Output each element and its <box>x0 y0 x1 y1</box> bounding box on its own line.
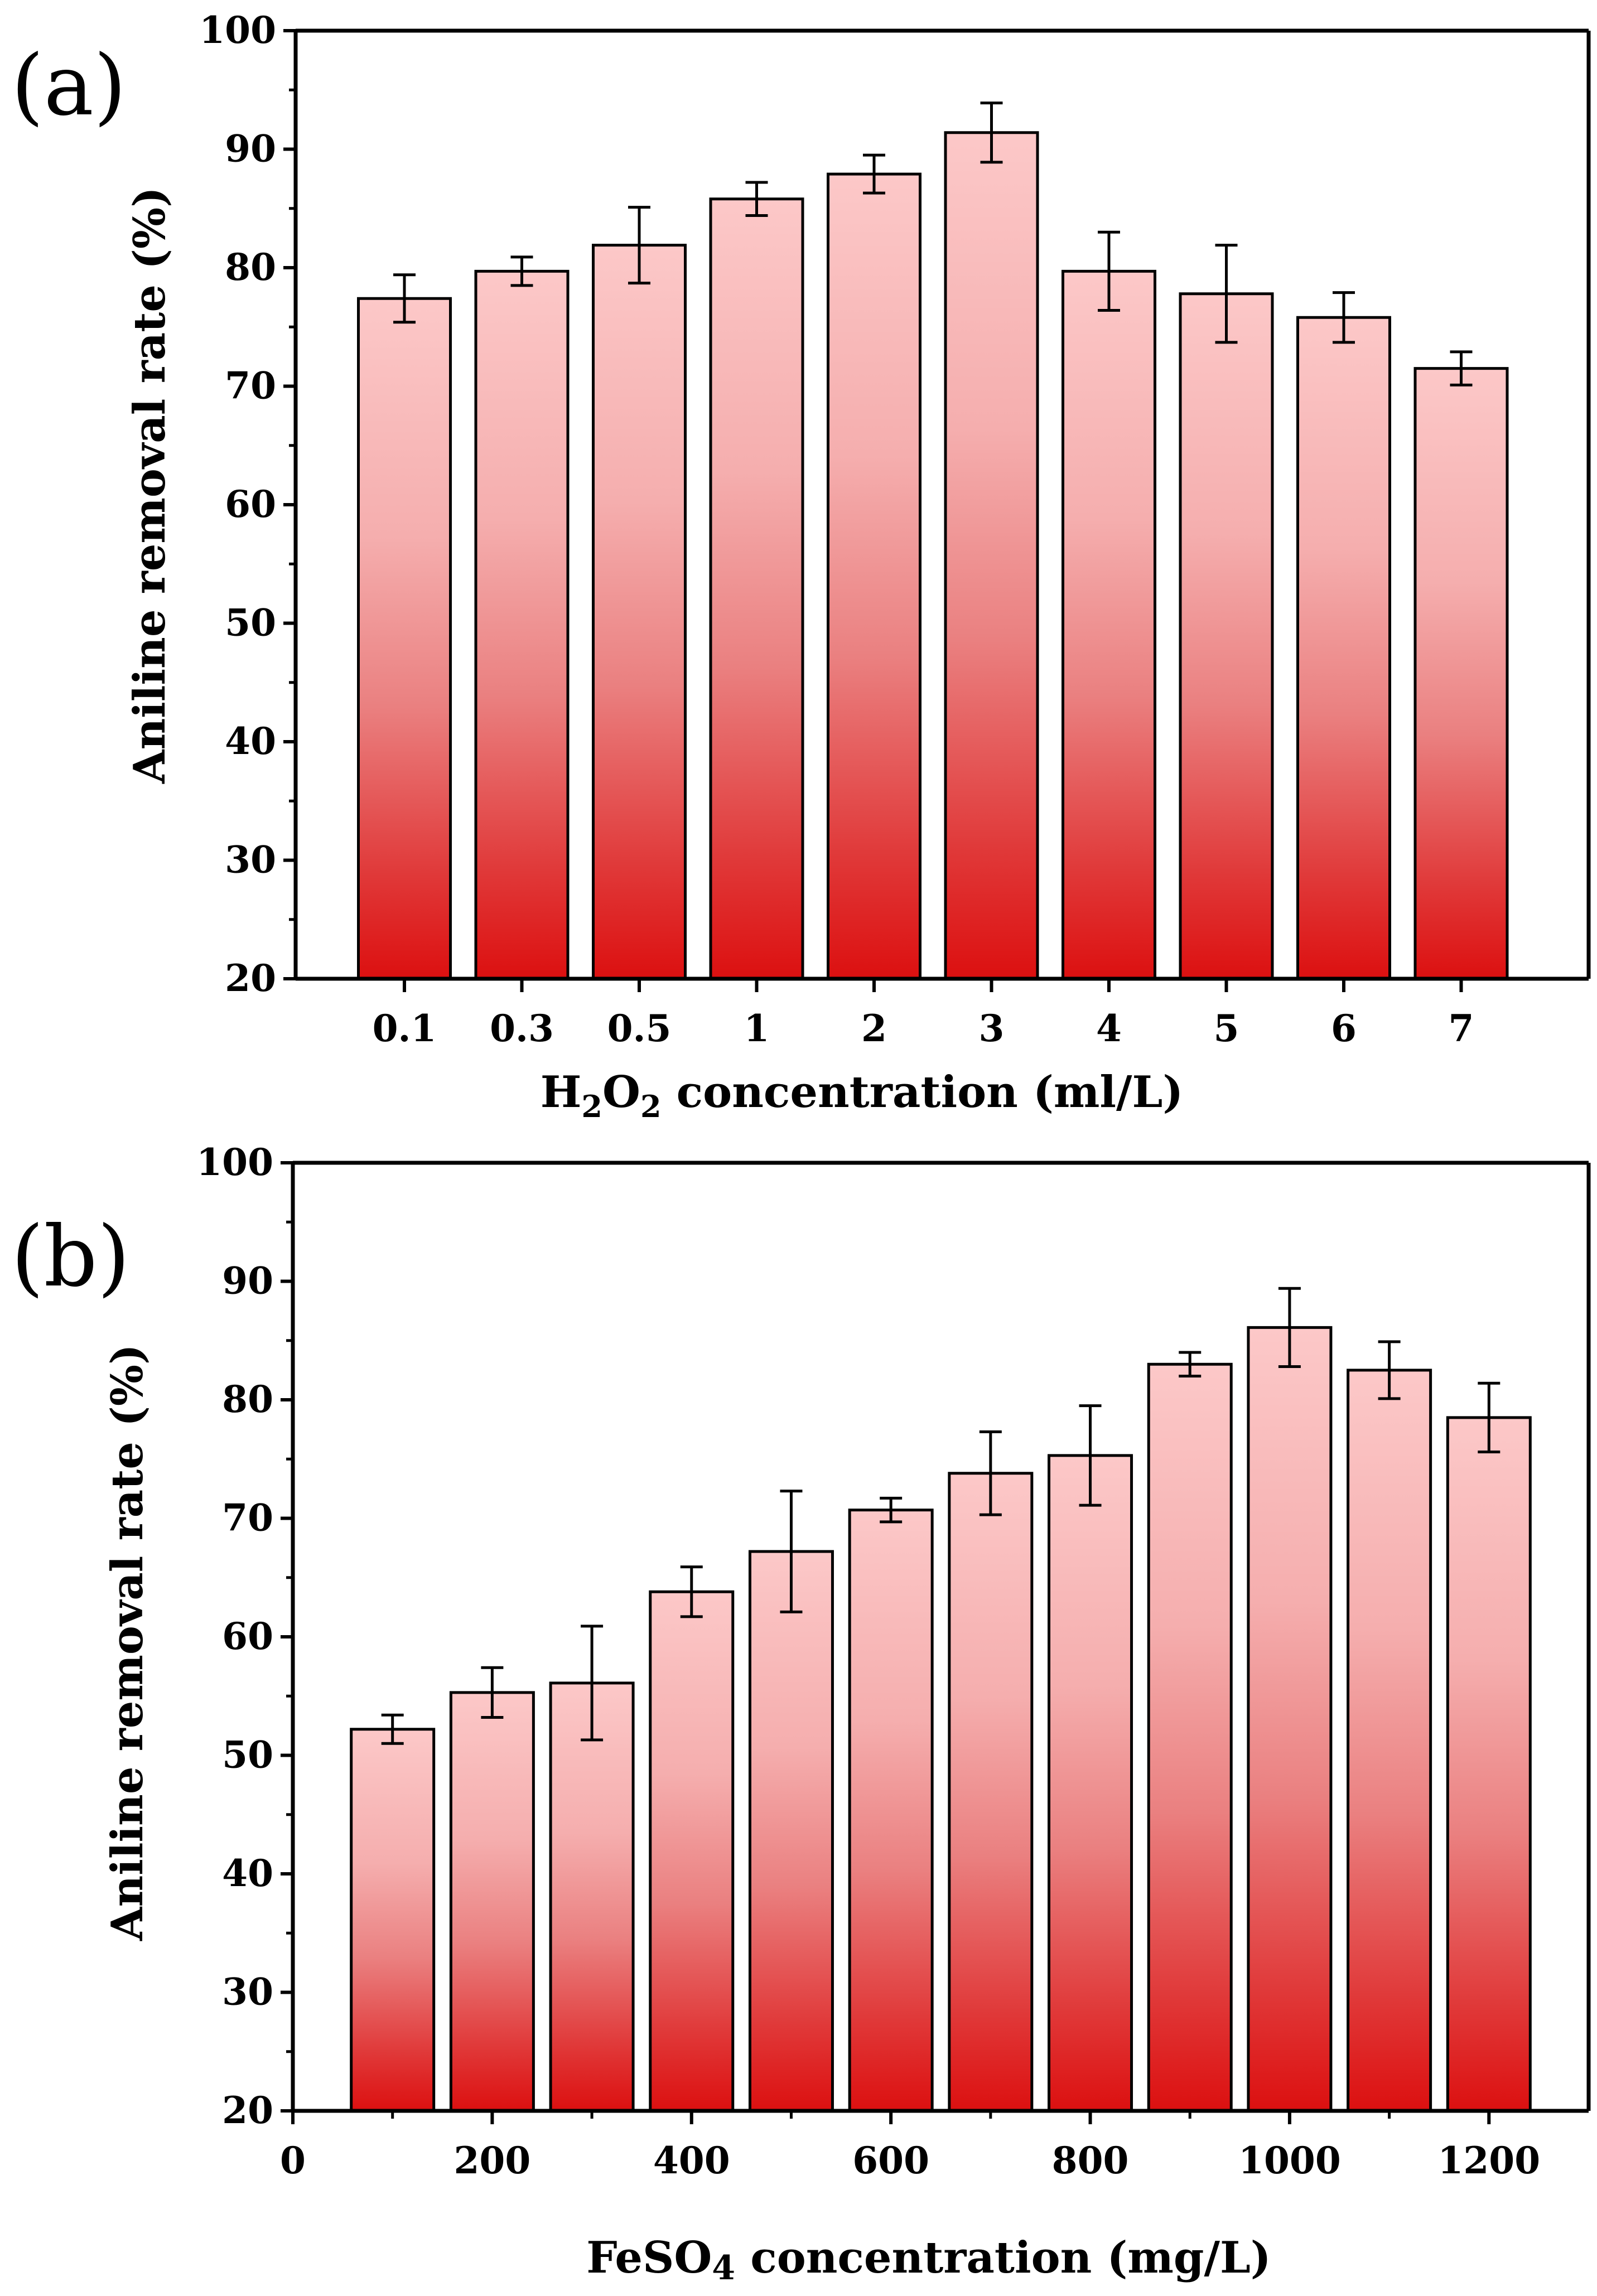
error-bar <box>481 1666 504 1719</box>
bar <box>848 1509 934 2113</box>
error-bar <box>581 1625 604 1742</box>
error-bar <box>680 1565 703 1618</box>
y-tick-label: 60 <box>225 482 276 526</box>
bar <box>549 1681 635 2113</box>
x-tick-label: 0.3 <box>490 1007 554 1050</box>
bar <box>350 1728 436 2113</box>
panel-b-y-axis-title: Aniline removal rate (%) <box>102 1344 153 1941</box>
panel-a-x-title-mid: O <box>602 1067 640 1118</box>
bar <box>1413 367 1509 980</box>
bar <box>1347 1369 1432 2113</box>
y-tick-label: 40 <box>225 719 276 763</box>
y-tick-label: 20 <box>225 956 276 1000</box>
bar <box>1147 1362 1233 2113</box>
bar <box>944 131 1039 980</box>
bar <box>1296 316 1391 980</box>
error-bar <box>1079 1404 1102 1507</box>
panel-a-label: (a) <box>11 37 126 134</box>
x-tick-label: 6 <box>1331 1007 1357 1050</box>
panel-a-x-title-post: concentration (ml/L) <box>662 1067 1184 1118</box>
bar <box>474 269 570 980</box>
panel-b-label: (b) <box>11 1209 130 1306</box>
error-bar <box>1450 350 1473 386</box>
error-bar <box>1333 291 1355 344</box>
bar <box>649 1590 735 2113</box>
bar <box>709 197 804 980</box>
x-tick-label: 1 <box>744 1007 770 1050</box>
y-tick-label: 20 <box>222 2089 273 2132</box>
panel-b-x-title-pre: FeSO <box>586 2232 712 2283</box>
bar <box>449 1691 535 2113</box>
x-tick-label: 200 <box>453 2139 530 2182</box>
y-tick-label: 40 <box>222 1852 273 1895</box>
bar <box>827 172 921 980</box>
y-tick-label: 60 <box>222 1615 273 1658</box>
x-tick-label: 7 <box>1449 1007 1474 1050</box>
bar <box>1048 1454 1133 2113</box>
x-tick-label: 0.5 <box>607 1007 672 1050</box>
panel-b-x-axis-title: FeSO4 concentration (mg/L) <box>586 2232 1271 2288</box>
error-bar <box>1278 1287 1301 1368</box>
error-bar <box>1215 244 1238 344</box>
error-bar <box>628 206 650 285</box>
x-tick-label: 0 <box>280 2139 306 2182</box>
error-bar <box>979 1430 1002 1516</box>
panel-b-x-title-sub1: 4 <box>712 2249 735 2288</box>
bar <box>748 1550 834 2113</box>
x-tick-label: 1200 <box>1437 2139 1540 2182</box>
y-tick-label: 80 <box>225 245 276 289</box>
bar <box>1247 1326 1333 2113</box>
panel-a-y-axis-title: Aniline removal rate (%) <box>124 187 175 784</box>
error-bar <box>1179 1351 1202 1377</box>
error-bar <box>510 255 533 287</box>
error-bar <box>863 153 885 195</box>
panel-a-x-axis-title: H2O2 concentration (ml/L) <box>541 1067 1184 1124</box>
error-bar <box>745 181 768 217</box>
x-tick-label: 400 <box>653 2139 730 2182</box>
x-tick-label: 800 <box>1052 2139 1129 2182</box>
error-bar <box>1098 230 1120 312</box>
error-bar <box>1478 1381 1500 1453</box>
bar <box>357 297 452 980</box>
error-bar <box>393 273 416 324</box>
x-tick-label: 1000 <box>1238 2139 1341 2182</box>
panel-a-x-title-sub2: 2 <box>640 1089 662 1124</box>
y-tick-label: 80 <box>222 1377 273 1421</box>
y-tick-label: 90 <box>225 127 276 171</box>
panel-b-x-title-post: concentration (mg/L) <box>735 2232 1271 2283</box>
error-bar <box>880 1496 903 1524</box>
bar <box>1062 269 1156 980</box>
bar <box>1446 1416 1532 2113</box>
y-tick-label: 50 <box>222 1733 273 1777</box>
bar <box>592 244 687 980</box>
x-tick-label: 2 <box>861 1007 887 1050</box>
x-tick-label: 0.1 <box>373 1007 437 1050</box>
bar <box>1179 292 1274 980</box>
x-tick-label: 600 <box>852 2139 929 2182</box>
x-tick-label: 3 <box>979 1007 1005 1050</box>
x-tick-label: 5 <box>1214 1007 1239 1050</box>
panel-a-x-title-sub1: 2 <box>581 1089 602 1124</box>
panel-a-x-title-pre: H <box>541 1067 582 1118</box>
y-tick-label: 100 <box>199 8 276 52</box>
error-bar <box>980 101 1003 164</box>
x-tick-label: 4 <box>1096 1007 1122 1050</box>
bar <box>948 1472 1034 2113</box>
y-tick-label: 30 <box>222 1970 273 2014</box>
y-tick-label: 100 <box>196 1140 273 1184</box>
y-tick-label: 50 <box>225 601 276 645</box>
y-tick-label: 70 <box>222 1496 273 1540</box>
y-tick-label: 30 <box>225 838 276 882</box>
error-bar <box>1378 1340 1401 1400</box>
y-tick-label: 90 <box>222 1259 273 1303</box>
error-bar <box>381 1713 404 1745</box>
y-tick-label: 70 <box>225 364 276 408</box>
error-bar <box>780 1490 803 1613</box>
